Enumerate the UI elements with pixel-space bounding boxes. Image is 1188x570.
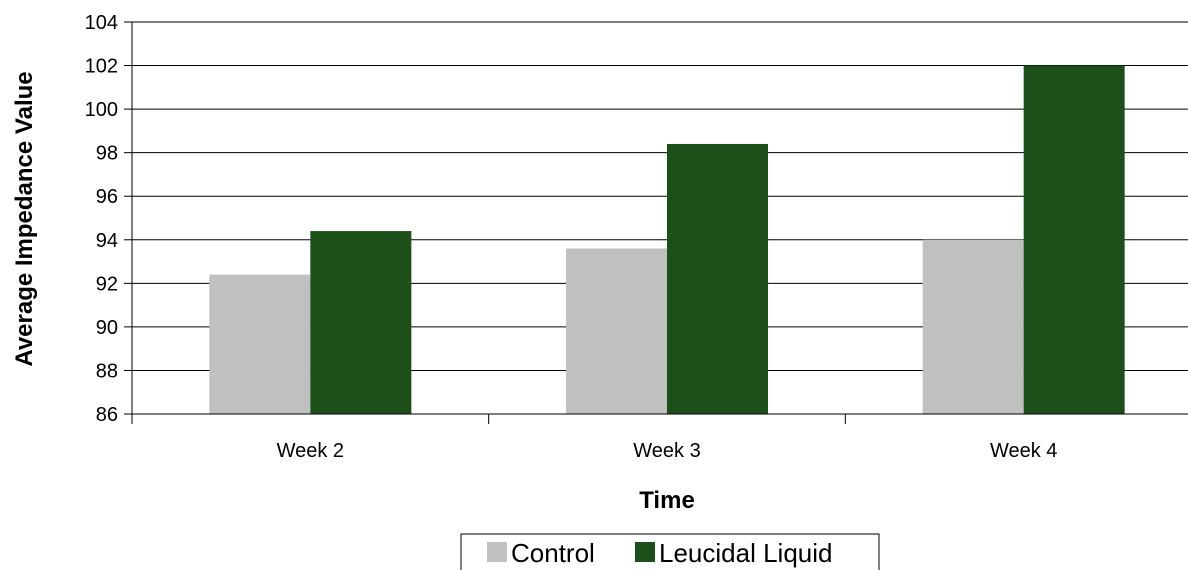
bar-leucidal-liquid-week-4 xyxy=(1023,65,1125,415)
y-tick-label: 94 xyxy=(96,230,118,252)
y-tick-label: 100 xyxy=(85,99,118,121)
y-axis-title: Average Impedance Value xyxy=(11,71,38,366)
x-tick-labels: Week 2 Week 3 Week 4 xyxy=(277,440,1058,462)
bar-control-week-3 xyxy=(566,248,667,414)
y-tick-label: 86 xyxy=(96,404,118,426)
bar-leucidal-liquid-week-2 xyxy=(310,231,412,414)
x-axis-title: Time xyxy=(639,487,695,514)
legend-swatch-control xyxy=(487,542,507,562)
bar-control-week-2 xyxy=(209,274,311,414)
x-tick-label: Week 2 xyxy=(277,440,344,462)
bars xyxy=(209,65,1125,415)
bar-leucidal-liquid-week-3 xyxy=(667,143,768,414)
y-tick-label: 96 xyxy=(96,186,118,208)
y-tick-label: 98 xyxy=(96,143,118,165)
legend-label-control: Control xyxy=(511,538,595,568)
legend: Control Leucidal Liquid xyxy=(460,533,880,570)
legend-swatch-leucidal-liquid xyxy=(635,542,655,562)
axes xyxy=(124,21,1188,424)
y-tick-label: 92 xyxy=(96,273,118,295)
y-tick-labels: 86 88 90 92 94 96 98 100 102 104 xyxy=(85,12,118,426)
bar-control-week-4 xyxy=(922,239,1024,414)
y-tick-label: 104 xyxy=(85,12,118,34)
x-tick-label: Week 4 xyxy=(990,440,1057,462)
legend-label-leucidal-liquid: Leucidal Liquid xyxy=(659,538,832,568)
y-tick-label: 102 xyxy=(85,56,118,78)
y-tick-label: 88 xyxy=(96,360,118,382)
y-tick-label: 90 xyxy=(96,317,118,339)
legend-frame xyxy=(460,533,880,570)
x-tick-label: Week 3 xyxy=(633,440,700,462)
